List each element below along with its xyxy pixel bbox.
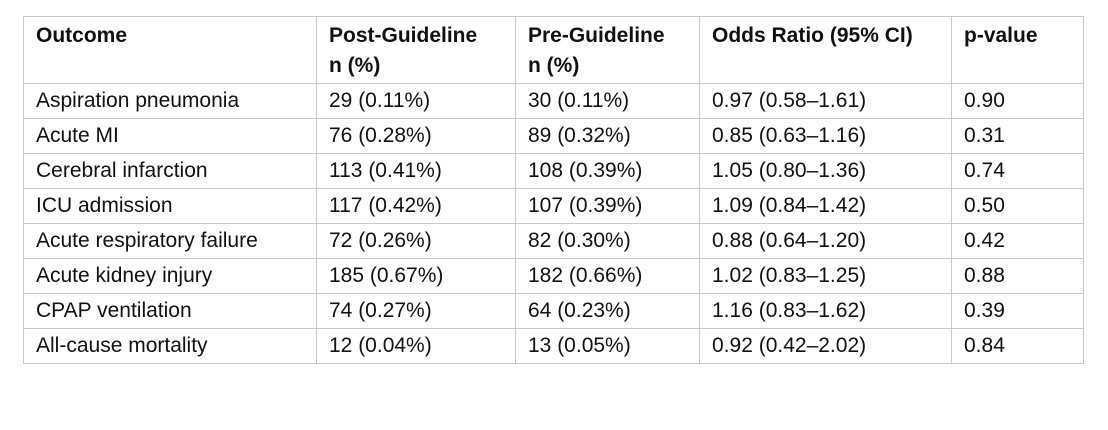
cell-p-value: 0.31 bbox=[951, 118, 1084, 154]
cell-pre-guideline: 182 (0.66%) bbox=[515, 258, 700, 294]
cell-post-guideline: 185 (0.67%) bbox=[316, 258, 516, 294]
header-post-guideline-text: Post-Guideline bbox=[329, 24, 478, 47]
header-pre-guideline-subtext: n (%) bbox=[528, 54, 580, 77]
cell-p-value: 0.74 bbox=[951, 153, 1084, 189]
header-outcome-text: Outcome bbox=[36, 24, 128, 47]
cell-outcome: Acute MI bbox=[23, 118, 317, 154]
cell-post-guideline: 12 (0.04%) bbox=[316, 328, 516, 364]
cell-outcome: Aspiration pneumonia bbox=[23, 83, 317, 119]
header-outcome: Outcome bbox=[23, 16, 317, 84]
table-row: Acute respiratory failure 72 (0.26%) 82 … bbox=[23, 223, 1084, 259]
cell-p-value: 0.88 bbox=[951, 258, 1084, 294]
cell-p-value: 0.42 bbox=[951, 223, 1084, 259]
outcomes-table: Outcome Post-Guideline n (%) Pre-Guidelin… bbox=[23, 16, 1084, 364]
cell-odds-ratio: 0.88 (0.64–1.20) bbox=[699, 223, 952, 259]
header-p-value-text: p-value bbox=[964, 24, 1038, 47]
cell-post-guideline: 72 (0.26%) bbox=[316, 223, 516, 259]
cell-odds-ratio: 1.16 (0.83–1.62) bbox=[699, 293, 952, 329]
header-post-guideline-subtext: n (%) bbox=[329, 54, 381, 77]
cell-pre-guideline: 107 (0.39%) bbox=[515, 188, 700, 224]
header-pre-guideline-text: Pre-Guideline bbox=[528, 24, 665, 47]
table-row: Acute kidney injury 185 (0.67%) 182 (0.6… bbox=[23, 258, 1084, 294]
cell-outcome: Cerebral infarction bbox=[23, 153, 317, 189]
cell-post-guideline: 113 (0.41%) bbox=[316, 153, 516, 189]
table-row: Acute MI 76 (0.28%) 89 (0.32%) 0.85 (0.6… bbox=[23, 118, 1084, 154]
cell-post-guideline: 74 (0.27%) bbox=[316, 293, 516, 329]
cell-odds-ratio: 0.85 (0.63–1.16) bbox=[699, 118, 952, 154]
cell-outcome: CPAP ventilation bbox=[23, 293, 317, 329]
cell-pre-guideline: 30 (0.11%) bbox=[515, 83, 700, 119]
cell-odds-ratio: 1.09 (0.84–1.42) bbox=[699, 188, 952, 224]
cell-pre-guideline: 108 (0.39%) bbox=[515, 153, 700, 189]
header-pre-guideline: Pre-Guideline n (%) bbox=[515, 16, 700, 84]
cell-pre-guideline: 89 (0.32%) bbox=[515, 118, 700, 154]
header-odds-ratio: Odds Ratio (95% CI) bbox=[699, 16, 952, 84]
cell-p-value: 0.50 bbox=[951, 188, 1084, 224]
header-p-value: p-value bbox=[951, 16, 1084, 84]
cell-pre-guideline: 82 (0.30%) bbox=[515, 223, 700, 259]
table-body: Aspiration pneumonia 29 (0.11%) 30 (0.11… bbox=[23, 83, 1084, 364]
table-row: All-cause mortality 12 (0.04%) 13 (0.05%… bbox=[23, 328, 1084, 364]
table-row: Aspiration pneumonia 29 (0.11%) 30 (0.11… bbox=[23, 83, 1084, 119]
cell-post-guideline: 29 (0.11%) bbox=[316, 83, 516, 119]
cell-outcome: All-cause mortality bbox=[23, 328, 317, 364]
cell-p-value: 0.90 bbox=[951, 83, 1084, 119]
table-header: Outcome Post-Guideline n (%) Pre-Guidelin… bbox=[23, 16, 1084, 84]
cell-odds-ratio: 1.02 (0.83–1.25) bbox=[699, 258, 952, 294]
cell-post-guideline: 76 (0.28%) bbox=[316, 118, 516, 154]
cell-odds-ratio: 1.05 (0.80–1.36) bbox=[699, 153, 952, 189]
cell-p-value: 0.39 bbox=[951, 293, 1084, 329]
cell-post-guideline: 117 (0.42%) bbox=[316, 188, 516, 224]
table-row: CPAP ventilation 74 (0.27%) 64 (0.23%) 1… bbox=[23, 293, 1084, 329]
header-row: Outcome Post-Guideline n (%) Pre-Guidelin… bbox=[23, 16, 1084, 84]
cell-outcome: Acute respiratory failure bbox=[23, 223, 317, 259]
cell-pre-guideline: 13 (0.05%) bbox=[515, 328, 700, 364]
cell-outcome: Acute kidney injury bbox=[23, 258, 317, 294]
table-row: Cerebral infarction 113 (0.41%) 108 (0.3… bbox=[23, 153, 1084, 189]
cell-odds-ratio: 0.92 (0.42–2.02) bbox=[699, 328, 952, 364]
header-odds-ratio-text: Odds Ratio (95% CI) bbox=[712, 24, 913, 47]
header-post-guideline: Post-Guideline n (%) bbox=[316, 16, 516, 84]
table-row: ICU admission 117 (0.42%) 107 (0.39%) 1.… bbox=[23, 188, 1084, 224]
cell-odds-ratio: 0.97 (0.58–1.61) bbox=[699, 83, 952, 119]
cell-outcome: ICU admission bbox=[23, 188, 317, 224]
cell-pre-guideline: 64 (0.23%) bbox=[515, 293, 700, 329]
cell-p-value: 0.84 bbox=[951, 328, 1084, 364]
